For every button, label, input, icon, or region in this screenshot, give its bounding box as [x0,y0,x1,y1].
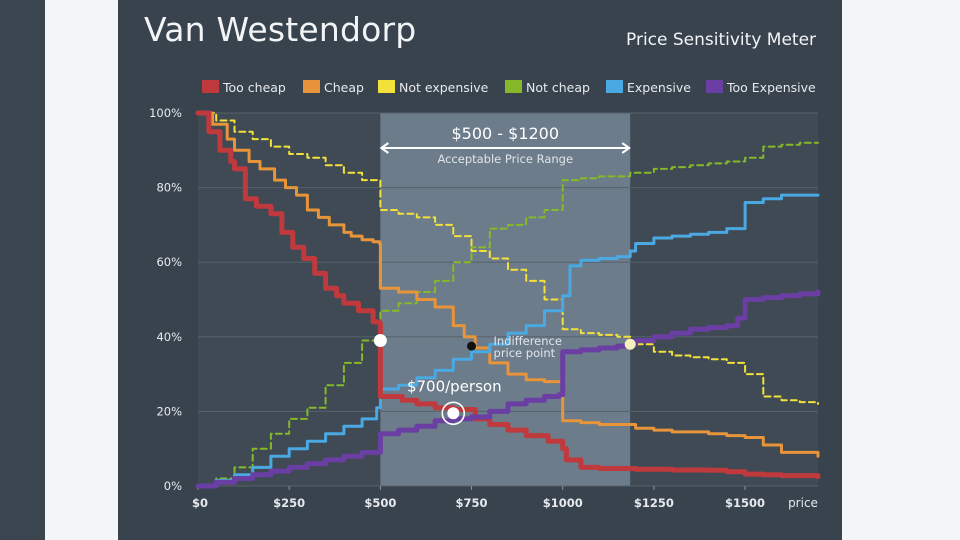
legend-swatch [202,80,219,93]
left-side-strip [0,0,45,540]
y-tick-label: 100% [149,106,182,120]
legend-swatch [378,80,395,93]
legend-swatch [303,80,320,93]
series-line-cheap [196,111,820,458]
x-tick-label: $1250 [634,496,674,510]
legend: Too cheap Cheap Not expensive Not cheap Expe… [202,80,816,95]
annotation-dot [373,334,387,348]
range-arrow-left-head [379,142,389,154]
x-tick-label: $750 [456,496,488,510]
legend-label: Not expensive [399,80,489,95]
legend-swatch [706,80,723,93]
x-tick-label: $1500 [725,496,765,510]
annotation-label: Indifference [494,334,562,348]
series-line-not-cheap [197,141,819,487]
x-axis-label: price [788,496,818,510]
y-tick-label: 0% [164,479,182,493]
right-margin [842,0,960,540]
legend-label: Cheap [324,80,364,95]
x-axis-ticks: $0 $250 $500 $750 $1000 $1250 $1500 [192,486,765,510]
acceptable-range-annotation: $500 - $1200 Acceptable Price Range [379,124,631,166]
legend-label: Not cheap [526,80,590,95]
x-tick-label: $250 [273,496,305,510]
y-tick-label: 40% [156,330,182,344]
chart-subtitle: Price Sensitivity Meter [626,30,817,50]
x-tick-label: $500 [364,496,396,510]
chart-title: Van Westendorp [144,10,417,49]
series-lines [195,110,821,489]
y-tick-label: 20% [156,404,182,418]
range-label: $500 - $1200 [451,124,559,143]
legend-label: Expensive [627,80,691,95]
series-line-not-expensive [197,112,819,405]
legend-label: Too cheap [222,80,286,95]
left-margin [45,0,118,540]
series-line-expensive [196,193,820,488]
legend-label: Too Expensive [726,80,816,95]
range-caption: Acceptable Price Range [437,152,573,166]
target-label: $700/person [407,377,502,395]
annotation-dot [467,341,477,351]
y-axis-ticks: 0% 20% 40% 60% 80% 100% [149,106,182,493]
series-line-too-expensive [195,289,821,489]
annotation-dot [624,338,636,350]
legend-swatch [505,80,522,93]
x-tick-label: $0 [192,496,208,510]
target-ring [441,401,466,426]
y-tick-label: 80% [156,181,182,195]
range-arrow-right-head [621,142,631,154]
annotation-label: price point [494,346,556,360]
series-line-too-cheap [195,110,821,480]
x-tick-label: $1000 [543,496,583,510]
target-dot [447,407,460,420]
y-tick-label: 60% [156,255,182,269]
legend-swatch [606,80,623,93]
